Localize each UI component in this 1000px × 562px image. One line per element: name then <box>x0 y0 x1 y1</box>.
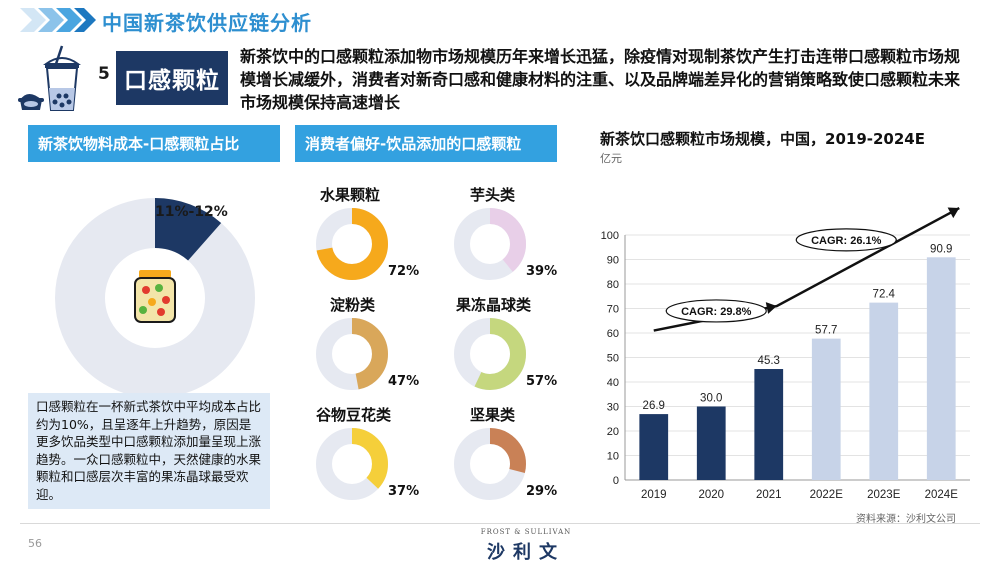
preference-donut <box>316 318 388 390</box>
cost-share-donut-segment <box>55 198 255 398</box>
market-size-bar-chart: 0 10 20 30 40 50 60 70 80 90 100 26.9 2019 30.0 2020 45… <box>601 206 970 501</box>
preference-donut <box>454 208 526 280</box>
trend-arrow-head <box>947 207 960 219</box>
section-title: 口感颗粒 <box>116 51 228 105</box>
cost-share-label: 11%-12% <box>155 204 228 220</box>
source-note: 资料来源：沙利文公司 <box>856 514 956 525</box>
y-tick-label: 20 <box>607 426 619 438</box>
bar-value-label: 30.0 <box>700 393 722 405</box>
preference-donut-segment <box>316 208 388 280</box>
preference-donut <box>316 428 388 500</box>
bar-value-label: 45.3 <box>758 355 780 367</box>
x-tick-label: 2021 <box>756 489 782 501</box>
preference-item-name: 淀粉类 <box>330 296 376 314</box>
preference-donut-segment <box>454 208 526 280</box>
preference-item-pct: 72% <box>388 264 420 279</box>
preference-item-name: 坚果类 <box>470 406 516 424</box>
chart-title: 新茶饮口感颗粒市场规模，中国，2019-2024E <box>600 130 925 148</box>
bar-value-label: 26.9 <box>643 400 665 412</box>
logo-english: FROST & SULLIVAN <box>480 528 572 536</box>
trend-arrow-head <box>765 302 777 314</box>
preference-item-name: 水果颗粒 <box>320 186 381 204</box>
bar <box>926 257 956 480</box>
x-tick-label: 2019 <box>641 489 667 501</box>
bar-value-label: 72.4 <box>873 289 896 301</box>
y-tick-label: 30 <box>607 402 619 414</box>
y-tick-label: 60 <box>607 328 619 340</box>
preference-item-name: 谷物豆花类 <box>316 406 392 424</box>
x-tick-label: 2022E <box>810 489 844 501</box>
y-tick-label: 70 <box>607 304 619 316</box>
preference-panel-header: 消费者偏好-饮品添加的口感颗粒 <box>295 125 557 162</box>
y-tick-label: 40 <box>607 377 619 389</box>
preference-donut-segment <box>316 318 388 390</box>
preference-item-pct: 29% <box>526 484 558 499</box>
preference-donut <box>316 208 388 280</box>
cost-share-donut <box>55 198 255 398</box>
x-tick-label: 2024E <box>925 489 959 501</box>
trend-arrow-line <box>653 206 960 332</box>
y-tick-label: 80 <box>607 279 619 291</box>
bubble-tea-icon <box>18 45 82 111</box>
bar <box>811 338 841 480</box>
logo-chinese: 沙利文 <box>487 542 565 562</box>
preference-donut <box>454 428 526 500</box>
bar-value-label: 90.9 <box>930 243 952 255</box>
section-description: 新茶饮中的口感颗粒添加物市场规模历年来增长迅猛，除疫情对现制茶饮产生打击连带口感… <box>240 47 961 112</box>
preference-donut <box>454 318 526 390</box>
page-title: 中国新茶饮供应链分析 <box>102 11 312 35</box>
y-tick-label: 0 <box>613 475 619 487</box>
preference-donut-segment <box>454 318 526 390</box>
bar <box>639 414 669 480</box>
preference-item-pct: 37% <box>388 484 420 499</box>
preference-item-name: 果冻晶球类 <box>456 296 532 314</box>
bar <box>869 302 899 480</box>
preference-item-pct: 39% <box>526 264 558 279</box>
y-tick-label: 10 <box>607 451 619 463</box>
bar <box>696 406 726 480</box>
y-tick-label: 100 <box>601 230 619 242</box>
x-tick-label: 2023E <box>867 489 901 501</box>
x-tick-label: 2020 <box>698 489 724 501</box>
footer-divider <box>20 523 980 524</box>
preference-item-pct: 57% <box>526 374 558 389</box>
section-number: 5 <box>98 64 110 84</box>
cagr-callout <box>795 228 897 252</box>
preference-item-name: 芋头类 <box>470 186 516 204</box>
bar-value-label: 57.7 <box>815 325 837 337</box>
y-tick-label: 50 <box>607 353 619 365</box>
jar-icon <box>134 270 176 323</box>
bar <box>754 369 784 480</box>
cost-share-panel-header: 新茶饮物料成本-口感颗粒占比 <box>28 125 280 162</box>
chart-unit: 亿元 <box>600 152 622 165</box>
preference-item-pct: 47% <box>388 374 420 389</box>
preference-donut-segment <box>316 428 388 500</box>
cagr-label: CAGR: 29.8% <box>681 306 752 318</box>
cost-share-note: 口感颗粒在一杯新式茶饮中平均成本占比约为10%，且呈逐年上升趋势，原因是更多饮品… <box>28 393 270 509</box>
preference-donut-segment <box>454 428 526 500</box>
page-number: 56 <box>28 537 42 550</box>
header-chevron-icon <box>20 8 96 32</box>
cagr-callout <box>665 299 767 323</box>
y-tick-label: 90 <box>607 255 619 267</box>
cagr-label: CAGR: 26.1% <box>811 235 882 247</box>
